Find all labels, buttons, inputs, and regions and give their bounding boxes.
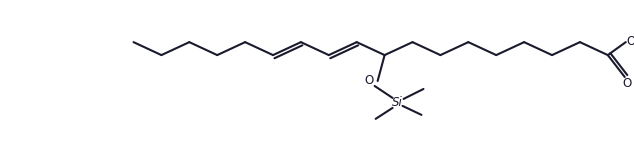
Text: O: O [622, 77, 631, 91]
Text: O: O [364, 73, 373, 87]
Text: O: O [626, 35, 634, 48]
Text: Si: Si [392, 96, 403, 109]
